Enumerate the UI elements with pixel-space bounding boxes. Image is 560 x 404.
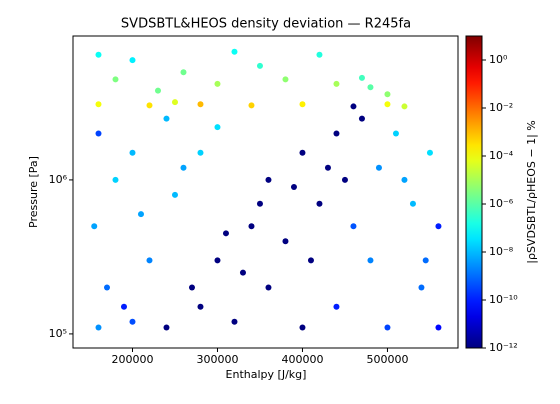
point — [129, 57, 136, 64]
plot-frame — [72, 35, 459, 349]
point — [146, 102, 153, 109]
point — [171, 191, 178, 198]
colorbar-tick-label: 10⁰ — [489, 53, 508, 66]
point — [401, 176, 408, 183]
point — [350, 223, 357, 230]
point — [282, 76, 289, 83]
point — [95, 101, 102, 108]
x-tick-label: 200000 — [111, 353, 153, 366]
point — [265, 284, 272, 291]
point — [95, 324, 102, 331]
colorbar — [465, 35, 483, 349]
point — [256, 200, 263, 207]
point — [180, 164, 187, 171]
point — [163, 115, 170, 122]
x-tick-label: 400000 — [281, 353, 323, 366]
x-tick-label: 300000 — [196, 353, 238, 366]
point — [392, 130, 399, 137]
point — [367, 257, 374, 264]
point — [248, 223, 255, 230]
y-tick-label: 10⁶ — [49, 173, 68, 186]
point — [299, 324, 306, 331]
point — [375, 164, 382, 171]
point — [401, 103, 408, 110]
point — [435, 324, 442, 331]
y-tick-label: 10⁵ — [49, 327, 67, 340]
point — [282, 238, 289, 245]
point — [358, 74, 365, 81]
point — [350, 103, 357, 110]
colorbar-tick-label: 10⁻² — [489, 101, 513, 114]
point — [316, 51, 323, 58]
point — [222, 230, 229, 237]
colorbar-tick-label: 10⁻⁸ — [489, 245, 514, 258]
point — [112, 76, 119, 83]
x-axis-label: Enthalpy [J/kg] — [226, 368, 307, 381]
point — [197, 303, 204, 310]
point — [231, 318, 238, 325]
point — [103, 284, 110, 291]
point — [171, 99, 178, 106]
x-tick-label: 500000 — [366, 353, 408, 366]
point — [129, 149, 136, 156]
point — [307, 257, 314, 264]
point — [358, 115, 365, 122]
point — [290, 183, 297, 190]
point — [91, 223, 98, 230]
point — [324, 164, 331, 171]
point — [316, 200, 323, 207]
point — [129, 318, 136, 325]
point — [422, 257, 429, 264]
point — [197, 101, 204, 108]
chart-title: SVDSBTL&HEOS density deviation — R245fa — [121, 17, 411, 32]
point — [180, 69, 187, 76]
colorbar-label: |ρSVDSBTL/ρHEOS − 1| % — [525, 120, 538, 263]
colorbar-tick-label: 10⁻¹² — [489, 341, 518, 354]
point — [95, 51, 102, 58]
point — [95, 130, 102, 137]
point — [384, 101, 391, 108]
point — [214, 257, 221, 264]
point — [154, 87, 161, 94]
point — [384, 324, 391, 331]
point — [231, 48, 238, 55]
colorbar-tick-label: 10⁻¹⁰ — [489, 293, 518, 306]
y-axis-label: Pressure [Pa] — [27, 156, 40, 228]
point — [299, 149, 306, 156]
points — [91, 48, 442, 331]
point — [248, 102, 255, 109]
point — [214, 80, 221, 87]
point — [409, 200, 416, 207]
point — [265, 176, 272, 183]
point — [112, 176, 119, 183]
point — [341, 176, 348, 183]
point — [120, 303, 127, 310]
point — [137, 211, 144, 218]
point — [188, 284, 195, 291]
point — [426, 149, 433, 156]
colorbar-tick-label: 10⁻⁴ — [489, 149, 514, 162]
point — [418, 284, 425, 291]
point — [299, 101, 306, 108]
point — [367, 84, 374, 91]
point — [435, 223, 442, 230]
point — [256, 62, 263, 69]
point — [384, 91, 391, 98]
point — [333, 303, 340, 310]
point — [214, 124, 221, 131]
point — [146, 257, 153, 264]
point — [333, 130, 340, 137]
point — [333, 80, 340, 87]
colorbar-tick-label: 10⁻⁶ — [489, 197, 514, 210]
point — [239, 269, 246, 276]
point — [163, 324, 170, 331]
point — [197, 149, 204, 156]
